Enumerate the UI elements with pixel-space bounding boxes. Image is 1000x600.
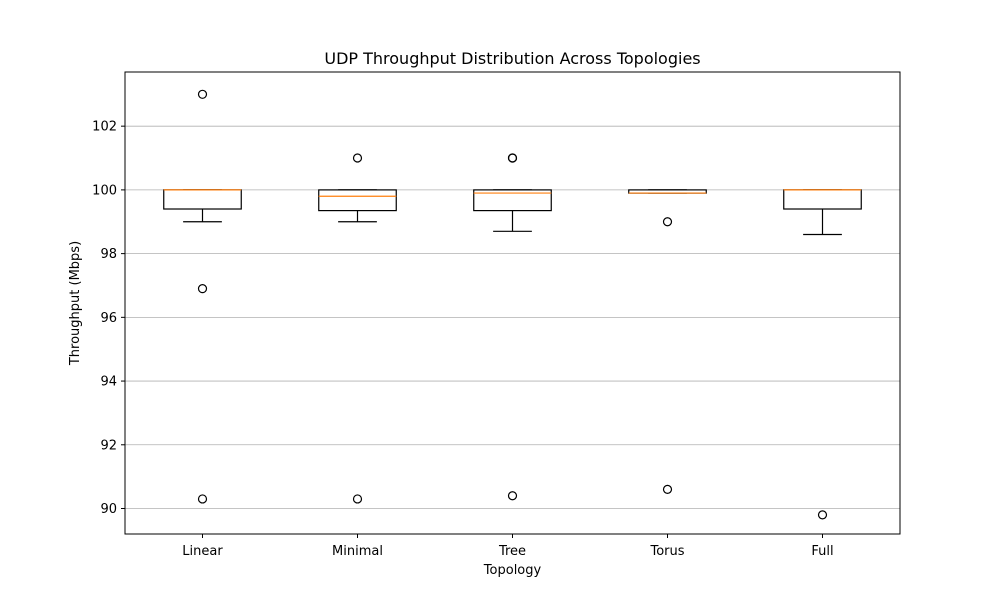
outlier-point: [817, 510, 828, 520]
y-tick-label: 100: [92, 183, 117, 198]
outlier-point: [352, 494, 363, 504]
outlier-point: [352, 153, 363, 163]
box-linear: [163, 89, 242, 504]
axis-ticks: 90 92 94 96 98 100 102 Linear Minimal Tree Torus Fu…: [92, 120, 833, 559]
x-axis-label: Topology: [483, 563, 542, 578]
x-tick-label: Linear: [182, 544, 223, 559]
x-tick-label: Tree: [498, 544, 526, 559]
outlier-point: [507, 491, 518, 501]
boxes: [163, 89, 862, 520]
x-tick-label: Full: [811, 544, 833, 559]
iqr-box: [473, 189, 552, 212]
y-tick-label: 92: [100, 438, 117, 453]
outlier-point: [662, 217, 673, 227]
outlier-point: [197, 89, 208, 99]
outlier-point: [197, 494, 208, 504]
y-tick-label: 94: [100, 375, 117, 390]
outlier-point: [507, 153, 518, 163]
iqr-box: [318, 189, 397, 212]
box-torus: [628, 189, 707, 494]
box-minimal: [318, 153, 397, 504]
outlier-point: [197, 284, 208, 294]
y-tick-label: 90: [100, 502, 117, 517]
outlier-point: [662, 484, 673, 494]
x-tick-label: Torus: [649, 544, 684, 559]
box-tree: [473, 153, 552, 501]
y-tick-label: 96: [100, 311, 117, 326]
box-full: [783, 189, 862, 520]
chart-title: UDP Throughput Distribution Across Topol…: [324, 49, 700, 68]
y-axis-label: Throughput (Mbps): [68, 241, 83, 366]
x-tick-label: Minimal: [332, 544, 383, 559]
y-tick-label: 102: [92, 120, 117, 135]
y-tick-label: 98: [100, 247, 117, 262]
